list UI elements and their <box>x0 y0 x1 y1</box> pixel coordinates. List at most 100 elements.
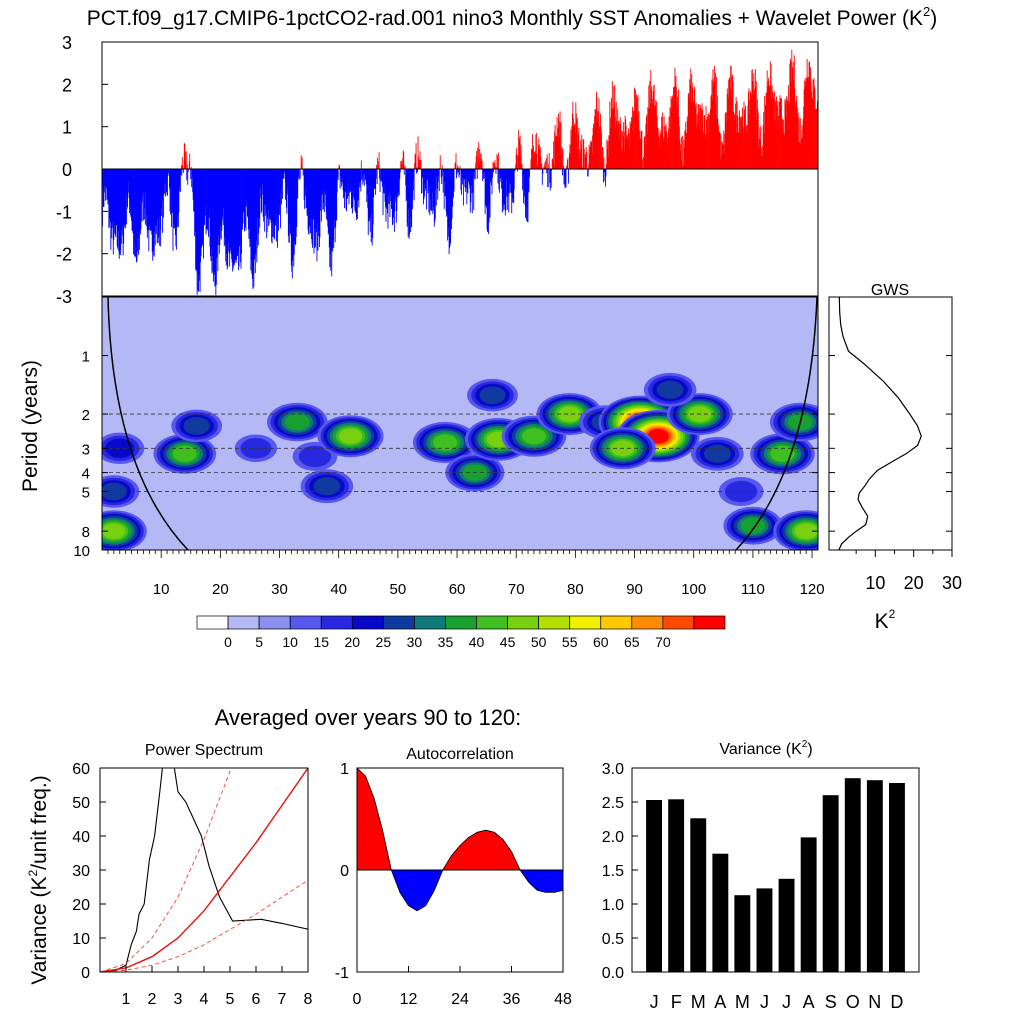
anomaly-negative-bar <box>465 169 467 178</box>
anomaly-negative-bar <box>326 169 328 221</box>
anomaly-negative-bar <box>200 169 202 256</box>
anomaly-positive-bar <box>774 99 776 169</box>
anomaly-positive-bar <box>776 96 777 169</box>
anomaly-negative-bar <box>299 169 301 179</box>
anomaly-negative-bar <box>342 169 344 191</box>
power-spectrum-x-tick-label: 4 <box>200 991 209 1008</box>
anomaly-positive-bar <box>784 103 786 169</box>
anomaly-negative-bar <box>467 169 469 181</box>
anomaly-positive-bar <box>738 117 740 169</box>
anomaly-positive-bar <box>400 161 402 169</box>
anomaly-negative-bar <box>390 169 392 195</box>
anomaly-negative-bar <box>303 169 305 171</box>
anomaly-positive-bar <box>623 131 625 169</box>
variance-month-label: N <box>868 992 881 1012</box>
anomaly-negative-bar <box>191 169 193 188</box>
anomaly-negative-bar <box>470 169 472 203</box>
anomaly-positive-bar <box>743 101 745 169</box>
anomaly-negative-bar <box>244 169 246 228</box>
anomaly-positive-bar <box>694 104 696 169</box>
anomaly-positive-bar <box>777 101 779 169</box>
anomaly-negative-bar <box>430 169 432 211</box>
anomaly-negative-bar <box>503 169 505 205</box>
anomaly-negative-bar <box>133 169 135 235</box>
anomaly-negative-bar <box>353 169 355 200</box>
autocorrelation-y-tick-label: 0 <box>340 863 349 880</box>
anomaly-negative-bar <box>271 169 273 242</box>
anomaly-negative-bar <box>239 169 241 243</box>
anomaly-positive-bar <box>481 158 483 169</box>
anomaly-negative-bar <box>158 169 160 238</box>
anomaly-negative-bar <box>315 169 316 247</box>
colorbar-swatch <box>507 615 539 630</box>
anomaly-negative-bar <box>255 169 257 241</box>
anomaly-positive-bar <box>605 164 607 169</box>
anomaly-positive-bar <box>671 110 672 169</box>
anomaly-negative-bar <box>205 169 206 205</box>
wavelet-power-contour <box>433 434 458 451</box>
anomaly-negative-bar <box>342 169 344 179</box>
anomaly-positive-bar <box>686 116 688 169</box>
anomaly-negative-bar <box>383 169 384 194</box>
anomaly-positive-bar <box>768 86 770 169</box>
anomaly-negative-bar <box>398 169 400 193</box>
anomaly-positive-bar <box>643 136 645 169</box>
anomaly-negative-bar <box>304 169 306 210</box>
anomaly-negative-bar <box>551 169 553 171</box>
anomaly-negative-bar <box>384 169 386 202</box>
anomaly-negative-bar <box>345 169 346 191</box>
anomaly-negative-bar <box>429 169 431 216</box>
anomaly-negative-bar <box>383 169 385 186</box>
anomaly-negative-bar <box>394 169 396 212</box>
anomaly-positive-bar <box>583 148 585 169</box>
anomaly-positive-bar <box>553 141 555 169</box>
anomaly-positive-bar <box>774 91 775 169</box>
anomaly-positive-bar <box>592 135 594 169</box>
anomaly-positive-bar <box>300 155 302 169</box>
anomaly-negative-bar <box>425 169 427 191</box>
anomaly-negative-bar <box>549 169 551 191</box>
anomaly-negative-bar <box>134 169 136 245</box>
anomaly-negative-bar <box>526 169 527 221</box>
anomaly-negative-bar <box>427 169 429 191</box>
wavelet-power-contour <box>183 417 210 435</box>
gws-panel: GWS 10 20 30 K2 <box>828 282 962 633</box>
anomaly-negative-bar <box>424 169 426 189</box>
anomaly-positive-bar <box>790 81 792 169</box>
anomaly-negative-bar <box>603 169 604 183</box>
anomaly-positive-bar <box>675 86 677 169</box>
anomaly-negative-bar <box>471 169 473 194</box>
anomaly-negative-bar <box>165 169 167 195</box>
anomaly-positive-bar <box>807 78 809 169</box>
anomaly-negative-bar <box>447 169 449 241</box>
anomaly-negative-bar <box>197 169 199 291</box>
wavelet-x-tick-label: 40 <box>330 581 347 598</box>
anomaly-negative-bar <box>505 169 507 211</box>
anomaly-positive-bar <box>538 144 540 169</box>
anomaly-negative-bar <box>138 169 140 251</box>
anomaly-positive-bar <box>639 130 640 169</box>
anomaly-negative-bar <box>140 169 142 222</box>
variance-month-label: O <box>846 992 860 1012</box>
anomaly-positive-bar <box>622 135 624 169</box>
variance-month-label: F <box>671 992 682 1012</box>
anomaly-positive-bar <box>766 70 768 169</box>
anomaly-positive-bar <box>519 135 521 169</box>
anomaly-negative-bar <box>293 169 295 255</box>
anomaly-negative-bar <box>381 169 382 182</box>
anomaly-negative-bar <box>508 169 510 184</box>
anomaly-positive-bar <box>692 87 694 169</box>
anomaly-negative-bar <box>453 169 454 198</box>
anomaly-positive-bar <box>583 139 585 169</box>
anomaly-positive-bar <box>554 125 556 169</box>
anomaly-negative-bar <box>314 169 315 229</box>
anomaly-positive-bar <box>693 100 695 169</box>
anomaly-negative-bar <box>119 169 121 255</box>
anomaly-negative-bar <box>499 169 501 174</box>
anomaly-negative-bar <box>297 169 299 198</box>
anomaly-negative-bar <box>365 169 367 180</box>
anomaly-negative-bar <box>114 169 116 234</box>
anomaly-positive-bar <box>742 127 744 169</box>
anomaly-negative-bar <box>261 169 263 212</box>
autocorrelation-title: Autocorrelation <box>406 746 514 763</box>
